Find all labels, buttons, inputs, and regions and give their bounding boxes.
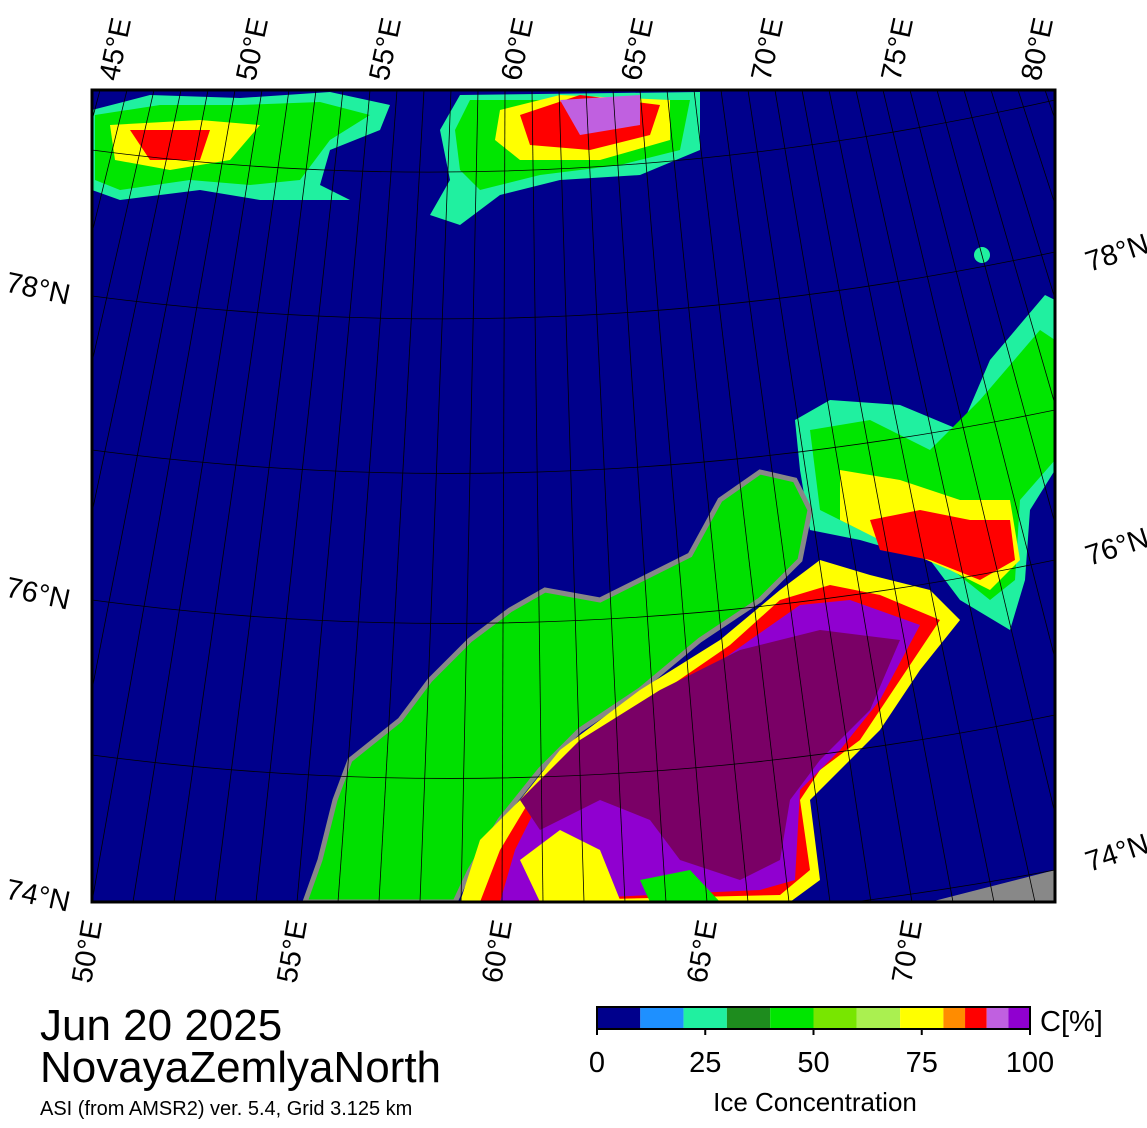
meridian (214, 90, 317, 902)
map-area (0, 90, 1147, 902)
meridian (990, 90, 1055, 301)
ice-top-left (92, 92, 390, 200)
meridian (1099, 90, 1147, 902)
graticule-label: 76°N (1081, 522, 1147, 572)
ice-right (795, 247, 1055, 630)
meridian (0, 90, 19, 902)
meridian (801, 90, 954, 902)
graticule-label: 80°E (1016, 15, 1060, 83)
graticule-label: 74°N (3, 874, 73, 919)
meridian (92, 90, 128, 235)
meridian (774, 90, 913, 902)
meridian (92, 90, 236, 902)
meridian (666, 90, 749, 902)
graticule-label: 50°E (231, 15, 275, 83)
graticule-label: 70°E (886, 918, 928, 986)
meridian (132, 90, 263, 902)
meridian (585, 90, 626, 902)
graticule-label: 74°N (1081, 828, 1147, 878)
meridian (963, 90, 1055, 406)
graticule-label: 60°E (496, 15, 540, 83)
meridian (501, 90, 506, 902)
meridian (558, 90, 585, 902)
colorbar-segment (986, 1007, 1009, 1029)
colorbar-tick-label: 75 (906, 1047, 938, 1079)
graticule-label: 76°N (3, 572, 73, 617)
meridian (747, 90, 872, 902)
meridian (419, 90, 452, 902)
land-corner (930, 870, 1055, 902)
meridian (460, 90, 479, 902)
ice-top-middle (430, 92, 700, 225)
colorbar-segment (965, 1007, 987, 1029)
meridian (378, 90, 425, 902)
colorbar-segment (1008, 1007, 1030, 1029)
parallel (92, 559, 1055, 624)
colorbar: 0 25 50 75 100 (589, 1006, 1054, 1079)
graticule (0, 90, 1147, 902)
meridian (255, 90, 344, 902)
meridian (296, 90, 371, 902)
colorbar-segment (640, 1007, 684, 1029)
colorbar-tick-label: 50 (797, 1047, 829, 1079)
colorbar-tick-label: 0 (589, 1047, 605, 1079)
parallel (92, 869, 1055, 902)
graticule-label: 78°N (3, 267, 73, 312)
meridian (531, 90, 544, 902)
colorbar-tick-label: 25 (689, 1047, 721, 1079)
graticule-label: 55°E (364, 15, 408, 83)
colorbar-tick-label: 100 (1006, 1047, 1054, 1079)
meridian (855, 90, 1036, 902)
colorbar-segment (813, 1007, 857, 1029)
meridian (639, 90, 708, 902)
colorbar-segment (683, 1007, 727, 1029)
meridian (828, 90, 995, 902)
meridian (337, 90, 398, 902)
graticule-label: 75°E (876, 15, 920, 83)
colorbar-segment (900, 1007, 944, 1029)
colorbar-label: Ice Concentration (713, 1087, 917, 1117)
meridian (693, 90, 790, 902)
graticule-label: 78°N (1081, 228, 1147, 278)
graticule-label: 45°E (94, 15, 138, 83)
graticule-label: 65°E (616, 15, 660, 83)
colorbar-segment (856, 1007, 901, 1029)
graticule-label: 65°E (681, 918, 723, 986)
colorbar-segment (770, 1007, 814, 1029)
meridian (909, 90, 1055, 661)
parallel (92, 409, 1055, 474)
graticule-label: 50°E (66, 918, 108, 986)
meridian (936, 90, 1055, 526)
region: NovayaZemlyaNorth (40, 1043, 441, 1092)
meridian (720, 90, 831, 902)
ice-kara-sea (460, 560, 960, 902)
meridian (1072, 90, 1147, 902)
meridian (92, 90, 209, 693)
parallel (92, 714, 1055, 779)
parallel (92, 99, 1055, 173)
meridian (92, 90, 182, 515)
graticule-label: 60°E (476, 918, 518, 986)
graticule-label: 70°E (746, 15, 790, 83)
meridian (1044, 90, 1055, 121)
meridian (92, 90, 155, 364)
parallel (92, 251, 1055, 320)
colorbar-segment (943, 1007, 966, 1029)
colorbar-segment (726, 1007, 771, 1029)
colorbar-segment (597, 1007, 641, 1029)
meridian (882, 90, 1055, 816)
map-frame (90, 88, 1057, 904)
graticule-label: 55°E (271, 918, 313, 986)
meridian (612, 90, 667, 902)
meridian (92, 90, 101, 123)
colorbar-unit: C[%] (1040, 1006, 1103, 1038)
date: Jun 20 2025 (40, 1001, 282, 1050)
source: ASI (from AMSR2) ver. 5.4, Grid 3.125 km (40, 1098, 412, 1120)
meridian (0, 90, 73, 902)
meridian (0, 90, 46, 902)
